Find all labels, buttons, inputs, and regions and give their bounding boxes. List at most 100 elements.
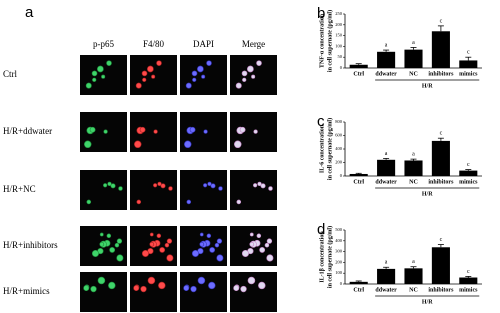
bar (349, 281, 368, 284)
cell (134, 140, 142, 149)
row-label: H/R+inhibitors (3, 240, 58, 250)
cell (141, 249, 149, 257)
cell (264, 242, 270, 248)
cell (86, 199, 92, 205)
significance-label: c (467, 50, 470, 56)
bar (377, 159, 396, 176)
cell (89, 126, 96, 133)
group-label: H/R (422, 83, 433, 89)
cell (142, 77, 147, 82)
cell (247, 65, 254, 73)
x-tick-label: ddwater (375, 179, 397, 185)
cell (192, 77, 197, 82)
cell (91, 70, 98, 77)
x-tick-label: Ctrl (353, 71, 364, 77)
cell (168, 186, 173, 191)
cell (136, 199, 142, 205)
cell (257, 181, 262, 187)
panel-label: c (317, 113, 325, 130)
cell (83, 285, 90, 292)
significance-label: c (467, 162, 470, 168)
cell (141, 70, 148, 77)
bar (431, 31, 450, 69)
cell (203, 183, 208, 188)
row-label: H/R+mimics (3, 286, 50, 296)
cell (240, 285, 247, 293)
cell (256, 60, 262, 66)
bar (349, 64, 368, 68)
cell (91, 249, 99, 257)
significance-label: c (440, 237, 443, 243)
cell (164, 242, 170, 248)
y-axis-title: IL-1β concentration (319, 231, 325, 283)
cell (84, 140, 92, 149)
cell (114, 242, 120, 248)
bar (431, 247, 450, 284)
bar (459, 277, 478, 284)
y-tick-label: 800 (335, 119, 343, 124)
cell (256, 233, 262, 239)
error-bar (383, 266, 390, 269)
group-label: H/R (422, 191, 433, 197)
bar (349, 173, 368, 176)
cell (99, 241, 105, 247)
cell (149, 232, 154, 237)
cell (101, 74, 106, 79)
x-tick-label: ddwater (375, 71, 397, 77)
error-bar (465, 56, 472, 61)
cell (253, 183, 258, 188)
cell (209, 247, 216, 253)
error-bar (437, 25, 444, 32)
x-tick-label: mimics (459, 179, 478, 185)
column-label: F4/80 (143, 39, 165, 49)
cell (106, 233, 112, 239)
cell (218, 186, 223, 191)
error-bar (355, 280, 362, 282)
y-tick-label: 200 (335, 160, 343, 165)
significance-label: a (412, 40, 415, 46)
cell (207, 181, 212, 187)
cell (203, 129, 208, 134)
error-bar (465, 169, 472, 171)
error-bar (437, 137, 444, 141)
cell (139, 126, 146, 133)
cell (116, 254, 124, 262)
bar (377, 268, 396, 284)
x-tick-label: inhibitors (428, 71, 454, 77)
column-label: p-p65 (93, 39, 114, 49)
significance-label: a (385, 260, 388, 266)
bar (459, 60, 478, 68)
cell (184, 140, 192, 149)
cell (159, 247, 166, 253)
significance-label: a (385, 42, 388, 48)
cell (189, 126, 196, 133)
significance-label: a (412, 259, 415, 265)
cell (166, 254, 174, 262)
significance-label: c (440, 18, 443, 24)
y-tick-label: 100 (335, 43, 343, 48)
cell (107, 181, 112, 187)
error-bar (410, 158, 417, 161)
y-tick-label: 200 (335, 259, 343, 264)
column-label: Merge (242, 39, 265, 49)
error-bar (355, 172, 362, 174)
cell (216, 254, 224, 262)
cell (253, 129, 258, 134)
group-label: H/R (422, 299, 433, 305)
y-tick-label: 500 (335, 227, 343, 232)
cell (185, 82, 192, 89)
cell (158, 281, 166, 290)
error-bar (355, 63, 362, 65)
cell (191, 70, 198, 77)
cell (156, 60, 162, 66)
cell (208, 281, 216, 290)
cell (109, 247, 116, 253)
cell (103, 129, 108, 134)
y-axis-title: in cell supernate (pg/ml) (326, 10, 333, 72)
cell (110, 183, 116, 189)
x-tick-label: mimics (459, 287, 478, 293)
y-tick-label: 0 (340, 173, 343, 178)
cell (268, 186, 273, 191)
cell (99, 232, 104, 237)
y-tick-label: 250 (335, 11, 343, 16)
